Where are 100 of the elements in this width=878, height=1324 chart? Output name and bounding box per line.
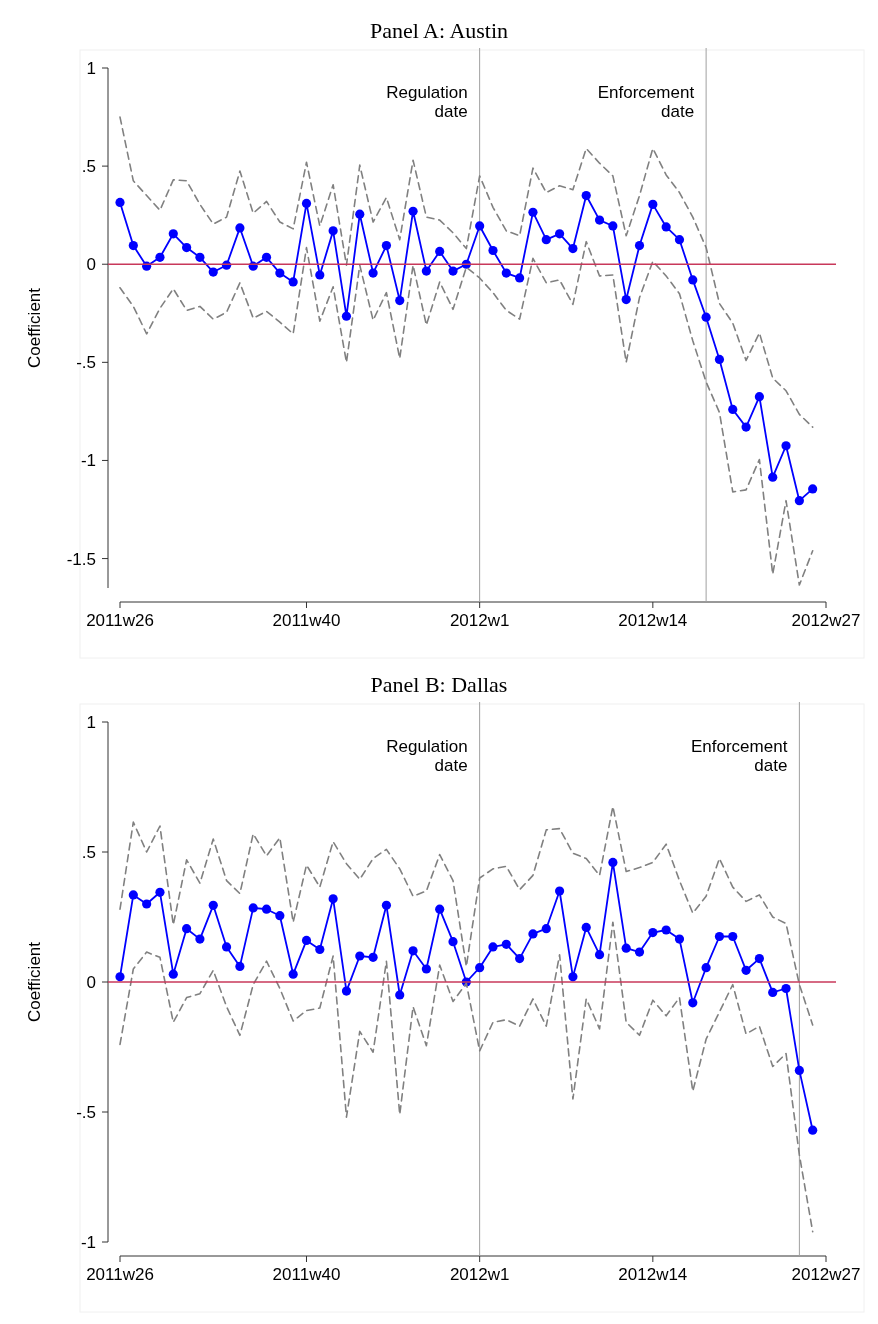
y-tick-label: .5 [81,842,96,862]
x-tick-label: 2011w26 [86,611,154,630]
y-tick-label: 0 [86,255,96,275]
point [475,221,485,231]
point [195,934,205,944]
point [661,925,671,935]
x-tick-label: 2012w14 [618,611,688,630]
point [421,964,431,974]
y-tick-label: 0 [86,972,96,992]
point [128,890,138,900]
point [808,484,818,494]
point [528,929,538,939]
point [182,242,192,253]
point [621,294,631,305]
point [115,197,125,208]
line-series [119,240,814,586]
point [594,950,605,960]
point [781,983,791,994]
point [741,965,751,975]
x-tick-label: 2011w40 [272,611,341,630]
y-tick-label: 1 [86,58,96,78]
y-tick-label: -1.5 [66,549,96,569]
point [275,911,285,921]
point [395,295,405,306]
line-series [119,805,814,1026]
point [661,222,671,232]
point [608,857,618,867]
point [568,972,578,982]
line-series [119,116,814,428]
chart-title: Panel A: Austin [369,18,509,43]
point [448,266,458,276]
line-series [119,921,814,1233]
point [248,903,258,913]
point [581,190,591,201]
point [168,969,178,979]
point [142,899,152,909]
point [594,215,605,225]
y-tick-label: -1 [80,451,96,471]
point [368,952,378,962]
annotation: Regulation date [386,737,468,775]
x-tick-label: 2012w14 [618,1265,688,1284]
point [728,404,738,415]
point [355,209,365,219]
point [288,969,298,979]
y-tick-label: 1 [86,712,96,732]
point [221,942,232,952]
point [368,268,378,278]
point [515,273,525,283]
point [208,900,218,910]
point [395,990,405,1000]
point [421,266,431,276]
point [115,972,125,982]
point [381,240,392,251]
point [648,928,658,938]
point [754,954,764,964]
annotation: Enforcement date [690,737,788,775]
x-tick-label: 2012w1 [449,1265,510,1284]
y-tick-label: -1 [80,1232,96,1252]
point [768,472,778,482]
point [288,277,298,287]
point [155,887,165,897]
point [794,1065,804,1075]
x-tick-label: 2012w27 [791,611,861,630]
x-tick-label: 2011w40 [272,1265,341,1284]
point [168,229,178,239]
point [634,947,645,957]
point [315,270,325,280]
point [381,900,392,910]
point [741,422,751,432]
point [515,954,525,964]
point [261,904,272,914]
point [568,243,578,254]
point [435,246,445,257]
point [621,943,631,953]
y-axis-title: Coefficient [25,287,44,369]
point [261,252,272,262]
point [554,886,565,896]
point [688,998,698,1008]
point [714,931,725,942]
point [501,939,511,949]
point [315,944,325,955]
point [541,235,551,245]
point [128,240,138,251]
point [275,268,285,278]
x-tick-label: 2012w1 [449,611,510,630]
point [435,904,445,914]
y-axis-title: Coefficient [25,941,44,1023]
point [182,924,192,934]
y-tick-label: -.5 [76,1102,96,1122]
annotation: Regulation date [386,83,468,121]
point [701,312,711,322]
point [488,245,498,256]
point [475,963,485,973]
point [408,206,418,216]
point [448,937,458,947]
point [768,987,778,997]
point [155,252,165,262]
point [674,934,685,944]
point [501,268,511,278]
point [408,946,418,956]
